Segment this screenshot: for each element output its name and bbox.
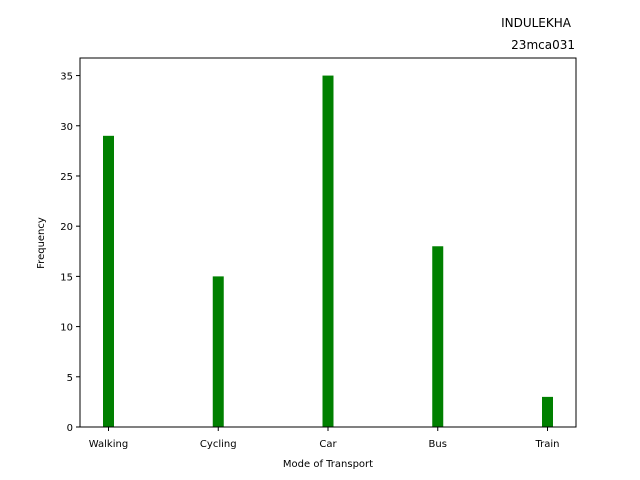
- x-tick-label: Cycling: [200, 439, 237, 450]
- bar-cycling: [212, 276, 224, 427]
- x-axis: Walking Cycling Car Bus Train: [89, 427, 560, 450]
- bar-train: [542, 396, 553, 427]
- bar-bus: [432, 246, 444, 427]
- bar-car: [322, 75, 334, 428]
- chart-title-line-2: 23mca031: [511, 38, 575, 52]
- y-tick-label: 20: [60, 222, 73, 233]
- y-tick-label: 15: [60, 272, 73, 283]
- x-tick-label: Train: [535, 439, 560, 450]
- x-tick-label: Walking: [89, 439, 128, 450]
- y-tick-label: 30: [60, 122, 73, 133]
- y-tick-label: 5: [67, 373, 73, 384]
- chart-title-line-1: INDULEKHA: [501, 16, 572, 30]
- y-tick-label: 35: [60, 72, 73, 83]
- y-tick-label: 0: [67, 423, 73, 434]
- y-axis: 0 5 10 15 20 25 30 35: [60, 72, 80, 434]
- x-axis-label: Mode of Transport: [283, 459, 373, 470]
- y-tick-label: 25: [60, 172, 73, 183]
- x-tick-label: Bus: [429, 439, 447, 450]
- y-tick-label: 10: [60, 323, 73, 334]
- bar-walking: [103, 135, 114, 427]
- y-axis-label: Frequency: [36, 217, 47, 269]
- x-tick-label: Car: [319, 439, 337, 450]
- bars-group: [103, 75, 553, 428]
